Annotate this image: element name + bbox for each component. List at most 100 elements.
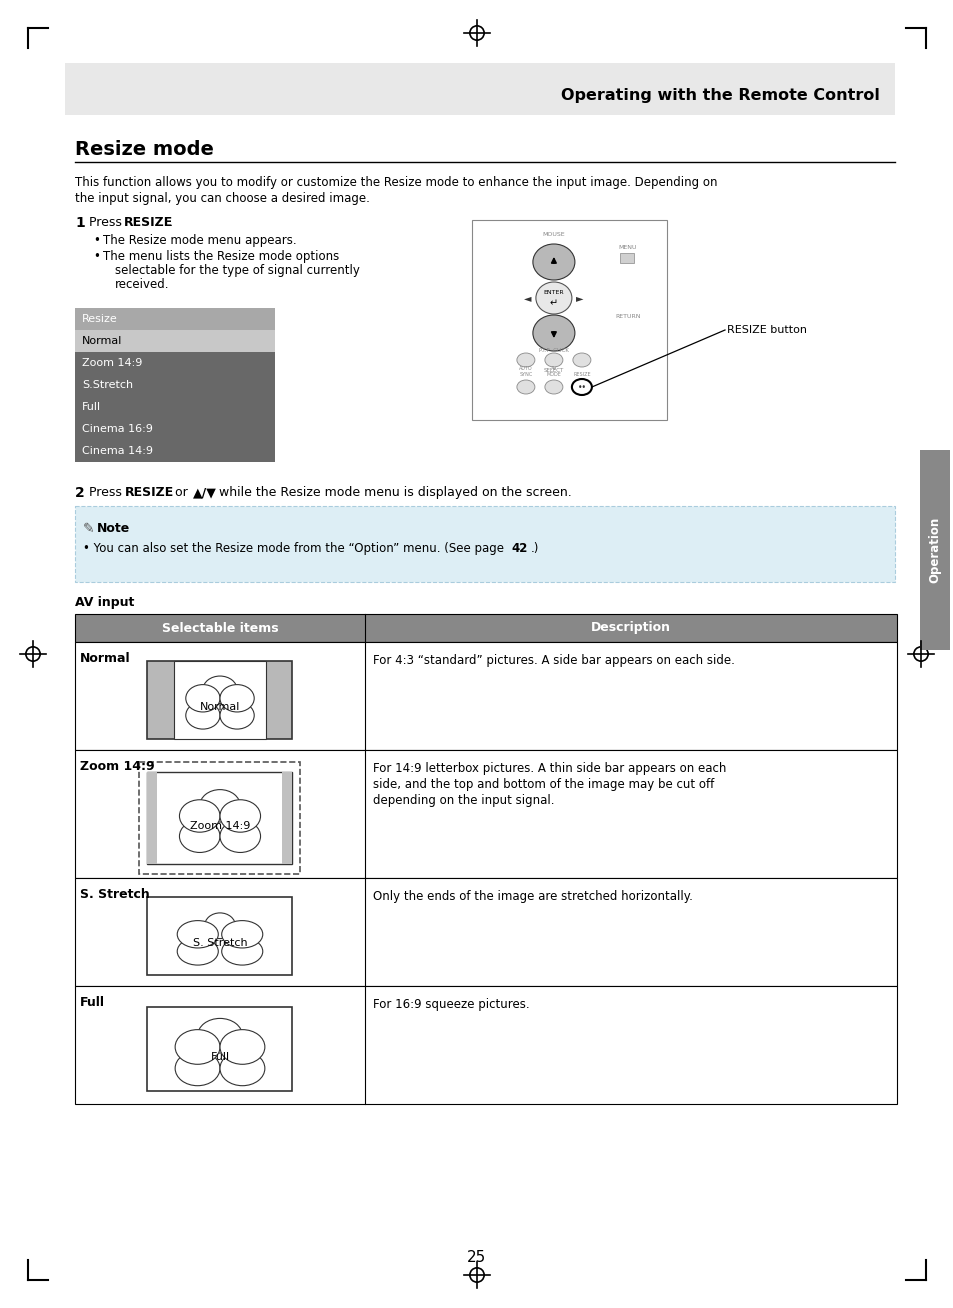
Text: The Resize mode menu appears.: The Resize mode menu appears. xyxy=(103,234,296,247)
Text: SELECT: SELECT xyxy=(543,368,563,373)
Text: RETURN: RETURN xyxy=(615,314,640,319)
Ellipse shape xyxy=(186,701,220,729)
Bar xyxy=(282,772,293,865)
Ellipse shape xyxy=(544,381,562,394)
Text: For 16:9 squeeze pictures.: For 16:9 squeeze pictures. xyxy=(373,998,529,1011)
Ellipse shape xyxy=(533,245,575,280)
Text: Full: Full xyxy=(211,1052,230,1062)
Bar xyxy=(75,878,896,986)
Text: Full: Full xyxy=(82,402,101,412)
Text: P.I.P  CLICK: P.I.P CLICK xyxy=(538,348,568,352)
Text: 42: 42 xyxy=(511,542,527,555)
Text: Zoom 14:9: Zoom 14:9 xyxy=(82,358,142,368)
Ellipse shape xyxy=(544,353,562,368)
Text: Zoom 14:9: Zoom 14:9 xyxy=(190,821,250,831)
Text: MOUSE: MOUSE xyxy=(542,232,564,237)
Text: Description: Description xyxy=(590,621,670,634)
Ellipse shape xyxy=(204,913,235,939)
Text: 2: 2 xyxy=(75,487,85,500)
Bar xyxy=(148,1007,293,1091)
Ellipse shape xyxy=(221,921,262,948)
Text: Operating with the Remote Control: Operating with the Remote Control xyxy=(560,88,879,103)
Ellipse shape xyxy=(175,1052,220,1086)
Ellipse shape xyxy=(517,381,535,394)
Text: Zoom 14:9: Zoom 14:9 xyxy=(80,760,154,773)
Text: Press: Press xyxy=(89,487,126,498)
Ellipse shape xyxy=(571,379,591,395)
Ellipse shape xyxy=(517,353,535,368)
Ellipse shape xyxy=(220,1052,265,1086)
Bar xyxy=(75,613,896,642)
Text: RESIZE: RESIZE xyxy=(573,371,590,377)
Text: AV
MODE: AV MODE xyxy=(546,366,560,377)
Text: Operation: Operation xyxy=(927,517,941,583)
Text: AV input: AV input xyxy=(75,596,134,610)
Bar xyxy=(75,374,274,396)
Bar xyxy=(919,450,949,650)
Text: • You can also set the Resize mode from the “Option” menu. (See page: • You can also set the Resize mode from … xyxy=(83,542,507,555)
Bar xyxy=(148,772,293,865)
Text: MENU: MENU xyxy=(618,245,637,250)
Bar xyxy=(75,307,274,330)
Text: the input signal, you can choose a desired image.: the input signal, you can choose a desir… xyxy=(75,192,370,205)
Ellipse shape xyxy=(220,701,253,729)
Ellipse shape xyxy=(221,938,262,965)
Text: ►: ► xyxy=(576,293,583,303)
Bar xyxy=(75,749,896,878)
Text: ••: •• xyxy=(577,382,586,391)
Text: Normal: Normal xyxy=(80,651,131,664)
Ellipse shape xyxy=(203,676,237,704)
Bar xyxy=(75,396,274,419)
Bar xyxy=(75,352,274,374)
Text: .): .) xyxy=(531,542,538,555)
Text: Cinema 16:9: Cinema 16:9 xyxy=(82,424,152,434)
Text: depending on the input signal.: depending on the input signal. xyxy=(373,794,554,807)
Text: ✎: ✎ xyxy=(83,522,94,536)
Text: For 4:3 “standard” pictures. A side bar appears on each side.: For 4:3 “standard” pictures. A side bar … xyxy=(373,654,734,667)
Text: The menu lists the Resize mode options: The menu lists the Resize mode options xyxy=(103,250,339,263)
Text: Press: Press xyxy=(89,216,126,229)
Ellipse shape xyxy=(220,684,253,712)
Bar xyxy=(75,506,894,582)
Text: AUTO
SYNC: AUTO SYNC xyxy=(518,366,532,377)
Text: side, and the top and bottom of the image may be cut off: side, and the top and bottom of the imag… xyxy=(373,778,714,791)
Text: Note: Note xyxy=(97,522,131,535)
Text: S. Stretch: S. Stretch xyxy=(193,938,247,948)
Text: while the Resize mode menu is displayed on the screen.: while the Resize mode menu is displayed … xyxy=(214,487,571,498)
Text: •: • xyxy=(92,234,100,247)
Ellipse shape xyxy=(175,1029,220,1065)
Text: Cinema 14:9: Cinema 14:9 xyxy=(82,446,152,456)
Bar xyxy=(75,330,274,352)
Bar xyxy=(75,986,896,1104)
Bar xyxy=(148,772,157,865)
Ellipse shape xyxy=(186,684,220,712)
Text: ENTER: ENTER xyxy=(543,290,563,296)
Bar xyxy=(148,661,293,739)
Text: S.Stretch: S.Stretch xyxy=(82,381,133,390)
Text: Only the ends of the image are stretched horizontally.: Only the ends of the image are stretched… xyxy=(373,889,692,903)
Ellipse shape xyxy=(220,1029,265,1065)
Ellipse shape xyxy=(220,799,260,832)
Bar xyxy=(148,897,293,974)
Bar xyxy=(75,419,274,439)
Text: Selectable items: Selectable items xyxy=(161,621,278,634)
Text: Resize: Resize xyxy=(82,314,117,324)
Bar xyxy=(75,439,274,462)
Ellipse shape xyxy=(177,938,218,965)
Text: •: • xyxy=(92,250,100,263)
Text: This function allows you to modify or customize the Resize mode to enhance the i: This function allows you to modify or cu… xyxy=(75,177,717,188)
Bar xyxy=(65,63,894,115)
Ellipse shape xyxy=(179,820,220,853)
Text: ↵: ↵ xyxy=(549,298,558,307)
Ellipse shape xyxy=(533,315,575,351)
Text: For 14:9 letterbox pictures. A thin side bar appears on each: For 14:9 letterbox pictures. A thin side… xyxy=(373,763,725,776)
Ellipse shape xyxy=(220,820,260,853)
Bar xyxy=(75,642,896,749)
Ellipse shape xyxy=(536,283,571,314)
Bar xyxy=(472,220,666,420)
Ellipse shape xyxy=(573,353,590,368)
Text: RESIZE: RESIZE xyxy=(125,487,174,498)
Bar xyxy=(619,252,634,263)
Text: 1: 1 xyxy=(75,216,85,230)
Text: received.: received. xyxy=(115,279,170,290)
